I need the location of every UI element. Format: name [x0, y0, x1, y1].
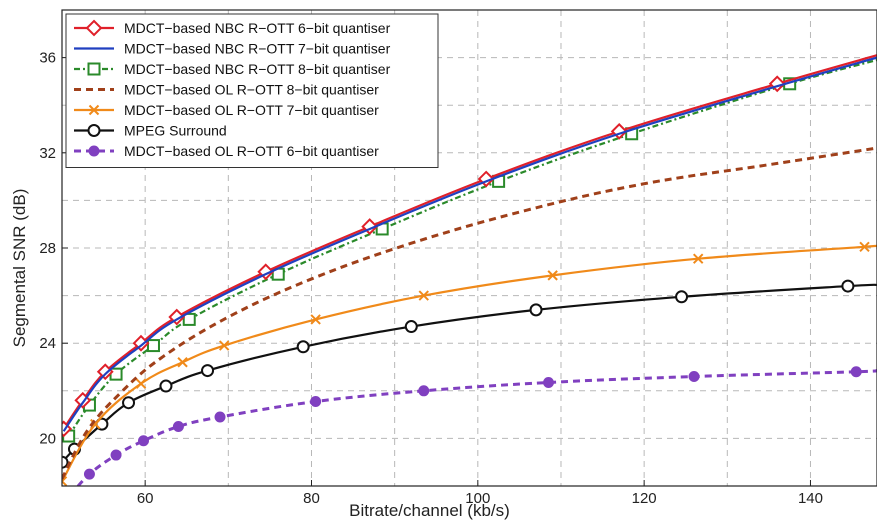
data-point [177, 357, 188, 368]
data-point [109, 367, 123, 381]
series-6 [62, 279, 877, 469]
y-tick-label: 24 [39, 335, 56, 352]
x-tick-label: 140 [798, 490, 823, 507]
data-point [122, 396, 136, 410]
series-line [62, 146, 877, 480]
data-point [296, 340, 310, 354]
legend-item: MDCT−based NBC R−OTT 6−bit quantiser [74, 19, 391, 37]
series-line [62, 56, 877, 432]
data-point [159, 379, 173, 393]
data-point [418, 385, 430, 397]
data-point [172, 421, 184, 432]
legend-marker [87, 124, 101, 137]
data-point [418, 290, 429, 301]
x-axis-label: Bitrate/channel (kb/s) [349, 501, 510, 520]
series-7 [76, 366, 877, 486]
data-point [841, 279, 855, 293]
data-point [859, 241, 870, 253]
legend-label: MDCT−based OL R−OTT 7−bit quantiser [124, 102, 379, 118]
series-2 [62, 56, 877, 432]
legend-marker [88, 145, 100, 157]
data-point [310, 314, 321, 325]
legend-marker [87, 62, 101, 76]
data-point [146, 339, 160, 353]
data-point [310, 396, 322, 408]
data-point [692, 253, 704, 264]
data-point [201, 364, 215, 378]
legend-item: MDCT−based NBC R−OTT 7−bit quantiser [74, 41, 391, 57]
data-point [543, 376, 555, 388]
plot-frame [61, 9, 877, 487]
data-point [850, 366, 862, 378]
x-tick-label: 100 [465, 490, 490, 507]
y-tick-label: 36 [39, 50, 56, 67]
legend-marker [85, 19, 103, 37]
series-line [67, 58, 877, 437]
series-1 [62, 54, 877, 438]
legend-label: MDCT−based NBC R−OTT 6−bit quantiser [124, 20, 391, 36]
data-point [62, 455, 69, 469]
x-tick-label: 60 [137, 490, 154, 507]
x-tick-label: 80 [303, 490, 320, 507]
legend-marker [88, 104, 100, 116]
data-point [138, 435, 149, 447]
legend: MDCT−based NBC R−OTT 6−bit quantiser MDCT… [65, 13, 439, 168]
plot-area [62, 54, 877, 486]
legend-box [65, 13, 439, 168]
data-point [529, 303, 543, 317]
data-point [182, 312, 196, 326]
y-tick-label: 20 [39, 430, 56, 447]
series-4 [62, 146, 877, 480]
data-point [214, 411, 226, 423]
legend-item: MDCT−based OL R−OTT 6−bit quantiser [74, 143, 379, 159]
ticks: 60 80 100 120 140 20 24 28 32 36 [39, 50, 823, 507]
y-axis-label: Segmental SNR (dB) [10, 189, 29, 348]
legend-label: MDCT−based NBC R−OTT 8−bit quantiser [124, 61, 391, 77]
data-point [675, 290, 689, 304]
data-point [404, 320, 418, 334]
legend-label: MDCT−based NBC R−OTT 7−bit quantiser [124, 41, 391, 57]
legend-item: MDCT−based OL R−OTT 8−bit quantiser [74, 82, 379, 98]
data-point [688, 371, 700, 383]
legend-item: MDCT−based NBC R−OTT 8−bit quantiser [74, 61, 391, 77]
data-point [83, 468, 95, 480]
data-point [90, 418, 101, 430]
legend-item: MDCT−based OL R−OTT 7−bit quantiser [74, 102, 379, 118]
y-tick-label: 32 [39, 145, 56, 162]
data-point [62, 476, 68, 486]
data-point [110, 449, 122, 461]
data-point [218, 340, 230, 351]
x-tick-label: 120 [632, 490, 657, 507]
data-point [135, 378, 147, 389]
legend-label: MDCT−based OL R−OTT 6−bit quantiser [124, 143, 379, 159]
data-point [547, 270, 558, 281]
y-tick-label: 28 [39, 240, 56, 257]
series-5 [62, 241, 877, 486]
legend-label: MDCT−based OL R−OTT 8−bit quantiser [124, 82, 379, 98]
legend-label: MPEG Surround [124, 123, 227, 139]
legend-item: MPEG Surround [74, 123, 227, 139]
